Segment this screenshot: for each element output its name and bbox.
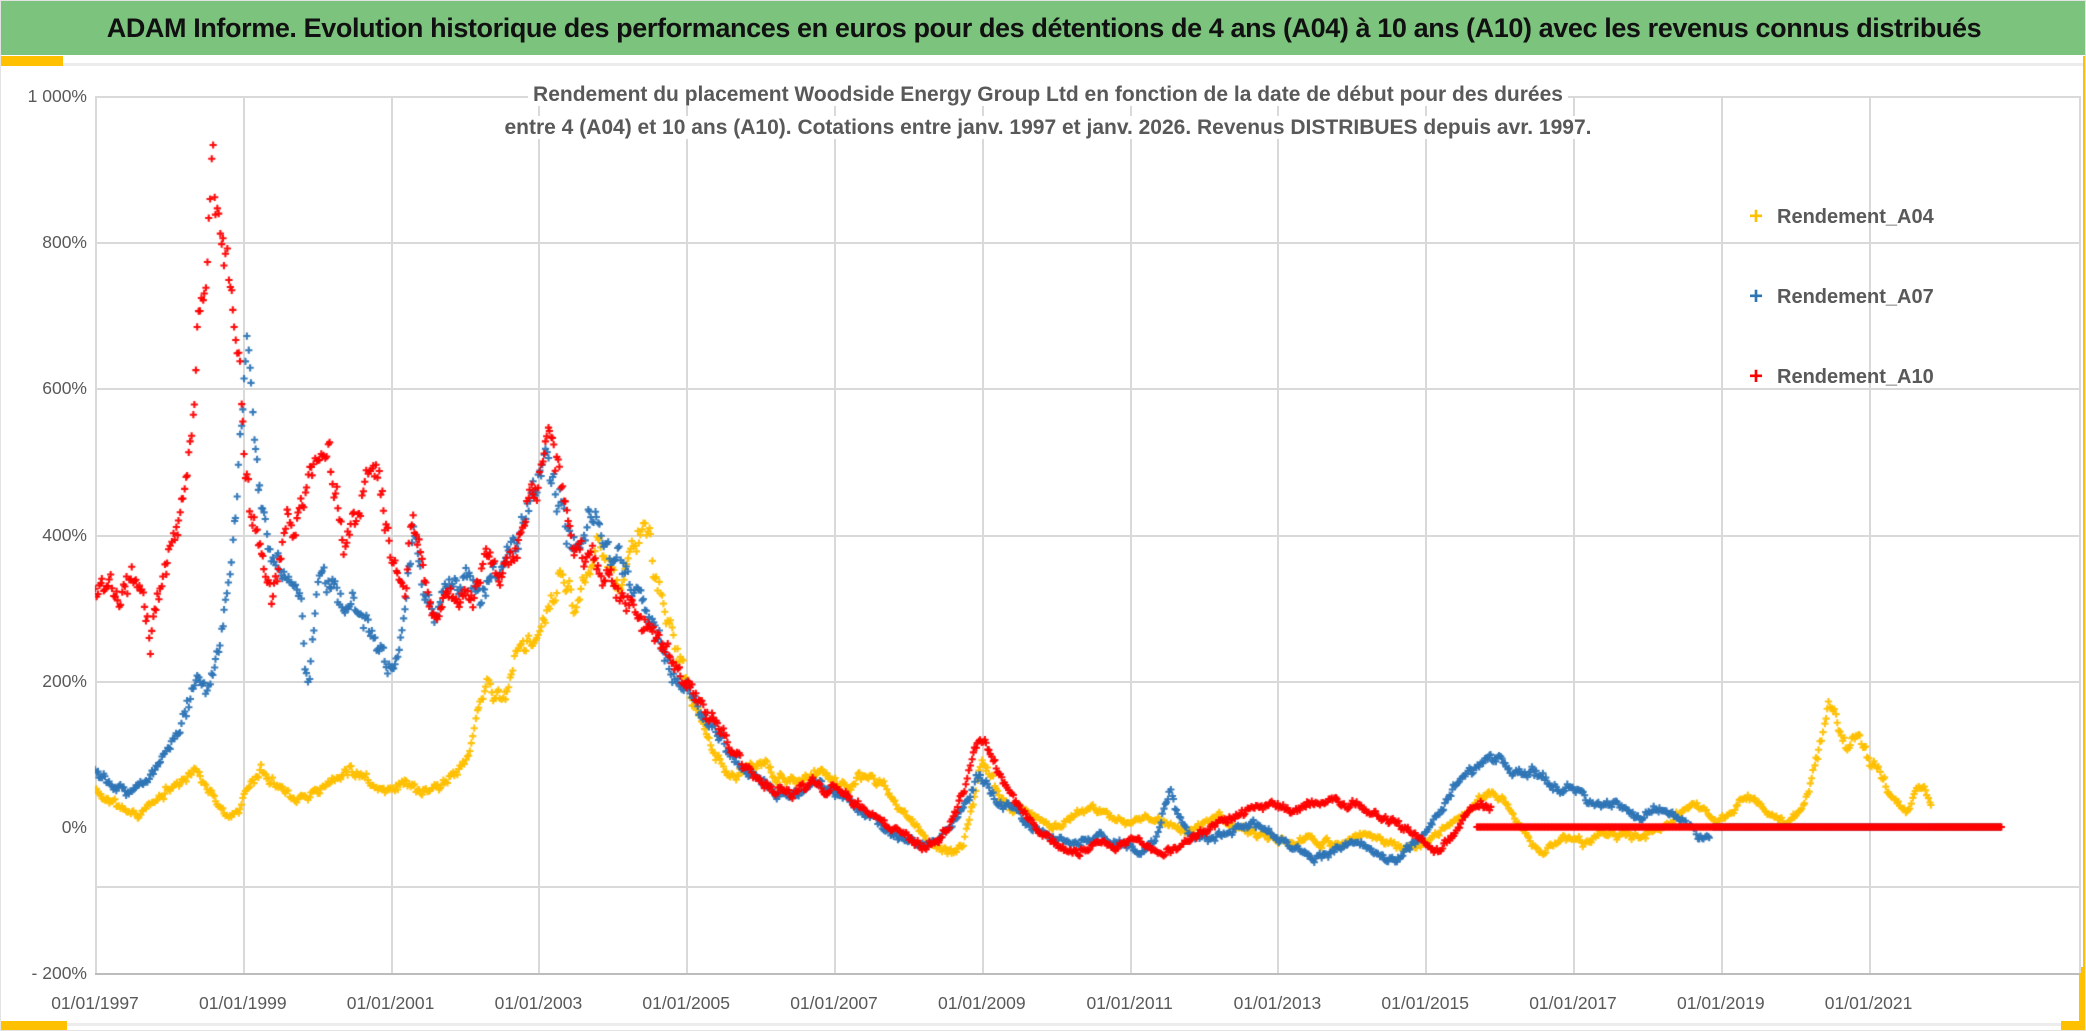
chart-title-line2: entre 4 (A04) et 10 ans (A10). Cotations… <box>499 116 1597 139</box>
y-axis-label-400: 400% <box>42 524 87 545</box>
y-axis-label-200: 200% <box>42 670 87 691</box>
x-axis-label-2007: 01/01/2007 <box>790 993 878 1013</box>
y-axis-label-0: 0% <box>61 817 87 837</box>
plus-marker-icon: + <box>1749 203 1764 230</box>
x-axis-label-2013: 01/01/2013 <box>1233 993 1322 1013</box>
x-axis-label-2017: 01/01/2017 <box>1529 993 1617 1013</box>
x-axis-label-2001: 01/01/2001 <box>346 993 435 1013</box>
x-axis-label-2019: 01/01/2019 <box>1677 993 1765 1013</box>
y-axis-label-neg200: - 200% <box>31 963 87 984</box>
x-axis-label-2011: 01/01/2011 <box>1086 993 1173 1013</box>
plus-marker-icon: + <box>1749 283 1764 310</box>
chart-title: Rendement du placement Woodside Energy G… <box>95 78 2001 144</box>
y-axis-label-1000: 1 000% <box>27 86 87 106</box>
y-axis-label-800: 800% <box>42 232 87 253</box>
x-axis-label-2005: 01/01/2005 <box>642 993 730 1013</box>
y-axis-label-600: 600% <box>42 378 87 399</box>
x-axis-label-1999: 01/01/1999 <box>199 993 287 1013</box>
x-axis-label-2003: 01/01/2003 <box>494 993 583 1013</box>
plus-marker-icon: + <box>1749 363 1764 390</box>
legend-item-a04[interactable]: + Rendement_A04 <box>1749 205 1934 229</box>
legend-item-a10[interactable]: + Rendement_A10 <box>1749 365 1934 389</box>
legend-label: Rendement_A10 <box>1777 365 1934 388</box>
legend-item-a07[interactable]: + Rendement_A07 <box>1749 285 1934 309</box>
x-axis-label-2015: 01/01/2015 <box>1381 993 1469 1013</box>
x-axis-label-1997: 01/01/1997 <box>51 993 139 1013</box>
x-axis-label-2021: 01/01/2021 <box>1824 993 1913 1013</box>
x-axis-label-2009: 01/01/2009 <box>938 993 1026 1013</box>
legend-label: Rendement_A04 <box>1777 205 1934 228</box>
chart-title-line1: Rendement du placement Woodside Energy G… <box>528 83 1568 106</box>
legend-label: Rendement_A07 <box>1777 285 1934 308</box>
